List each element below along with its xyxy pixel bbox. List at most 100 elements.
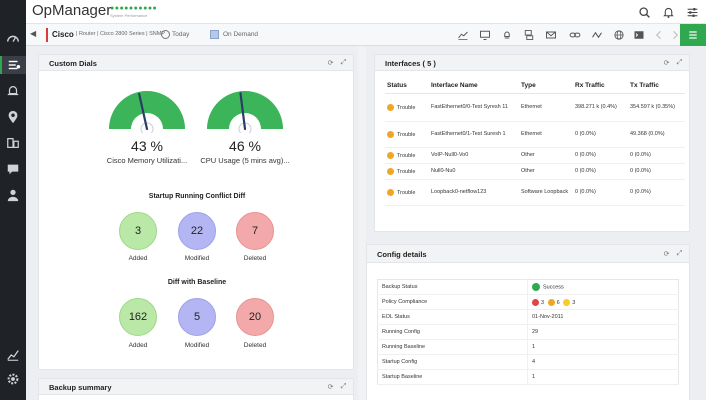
column-header[interactable]: Status (385, 79, 429, 94)
device-status-marker (46, 28, 48, 42)
interfaces-header: Interfaces ( 5 ) ⟳ ⤢ (375, 55, 689, 71)
table-row[interactable]: Trouble FastEthernet0/1-Test Suresh 1 Et… (385, 121, 685, 148)
next-device-icon[interactable] (668, 28, 682, 42)
backup-summary-header: Backup summary ⟳ ⤢ (39, 379, 353, 395)
map-pin-icon[interactable] (4, 108, 22, 126)
expand-icon[interactable]: ⤢ (340, 382, 347, 390)
network-icon[interactable] (522, 28, 536, 42)
table-header-row: Status Interface Name Type Rx Traffic Tx… (385, 79, 685, 94)
baseline-added-count[interactable]: 162 (119, 298, 157, 336)
medium-violation-icon (547, 298, 555, 306)
email-icon[interactable] (544, 28, 558, 42)
prev-device-icon[interactable] (652, 28, 666, 42)
memory-gauge-value: 43 % (131, 138, 163, 154)
monitor-icon[interactable] (478, 28, 492, 42)
config-key: Running Config (377, 324, 528, 340)
table-row[interactable]: Trouble Null0-Nu0 Other 0 (0.0%) 0 (0.0%… (385, 163, 685, 180)
low-violation-icon (563, 298, 571, 306)
user-icon[interactable] (4, 186, 22, 204)
terminal-icon[interactable] (632, 28, 646, 42)
table-row: Backup Status Success (377, 279, 679, 295)
link-icon[interactable] (568, 28, 582, 42)
status-cell: Trouble (385, 147, 429, 164)
vertical-scrollbar[interactable] (358, 46, 366, 400)
conflict-deleted-count[interactable]: 7 (236, 212, 274, 250)
expand-icon[interactable]: ⤢ (340, 58, 347, 66)
config-value: 01-Nov-2011 (527, 309, 679, 325)
config-value[interactable]: 29 (527, 324, 679, 340)
refresh-icon[interactable]: ⟳ (663, 250, 670, 258)
interface-name-cell[interactable]: VoIP-Null0-Vo0 (429, 147, 519, 164)
column-header[interactable]: Interface Name (429, 79, 519, 94)
refresh-icon[interactable]: ⟳ (663, 59, 670, 67)
cpu-gauge-label: CPU Usage (5 mins avg)... (200, 156, 290, 165)
table-row[interactable]: Trouble FastEthernet0/0-Test Syresh 11 E… (385, 93, 685, 122)
trouble-status-icon (387, 103, 394, 111)
type-cell: Software Loopback (519, 179, 573, 206)
high-violation-count: 3 (541, 299, 545, 306)
expand-icon[interactable]: ⤢ (676, 249, 683, 257)
chat-icon[interactable] (4, 160, 22, 178)
conflict-added-label: Added (128, 255, 148, 262)
alarms-icon[interactable] (4, 82, 22, 100)
search-icon[interactable] (636, 4, 652, 20)
config-value[interactable]: 1 (527, 369, 679, 385)
menu-button[interactable] (680, 24, 706, 46)
inventory-icon[interactable] (0, 56, 26, 74)
trouble-status-icon (387, 130, 394, 138)
column-header[interactable]: Rx Traffic (573, 79, 628, 94)
column-header[interactable]: Tx Traffic (628, 79, 685, 94)
backup-status-key: Backup Status (377, 279, 528, 295)
alarm-bulb-icon[interactable] (500, 28, 514, 42)
interface-name-cell[interactable]: FastEthernet0/1-Test Suresh 1 (429, 121, 519, 148)
on-demand-toggle-icon[interactable] (210, 30, 219, 39)
trouble-status-icon (387, 188, 394, 196)
back-arrow-icon[interactable]: ◀ (30, 29, 37, 38)
column-header[interactable]: Type (519, 79, 573, 94)
clock-icon (161, 30, 170, 39)
table-row[interactable]: Trouble Loopback0-netflow123 Software Lo… (385, 179, 685, 206)
menu-icon (689, 31, 697, 39)
globe-icon[interactable] (612, 28, 626, 42)
tx-traffic-cell: 49.368 (0.0%) (628, 121, 685, 148)
config-value[interactable]: 4 (527, 354, 679, 370)
apps-icon[interactable] (4, 134, 22, 152)
conflict-diff-title: Startup Running Conflict Diff (148, 193, 246, 200)
table-row[interactable]: Trouble VoIP-Null0-Vo0 Other 0 (0.0%) 0 … (385, 147, 685, 164)
rx-traffic-cell: 0 (0.0%) (573, 121, 628, 148)
refresh-icon[interactable]: ⟳ (327, 383, 334, 391)
interface-name-cell[interactable]: Null0-Nu0 (429, 163, 519, 180)
table-row: Running Config 29 (377, 324, 679, 340)
conflict-added-count[interactable]: 3 (119, 212, 157, 250)
policy-compliance-value[interactable]: 3 6 3 (527, 294, 679, 310)
rx-traffic-cell: 0 (0.0%) (573, 147, 628, 164)
baseline-deleted-count[interactable]: 20 (236, 298, 274, 336)
notification-bell-icon[interactable] (660, 4, 676, 20)
graph-icon[interactable] (456, 28, 470, 42)
refresh-icon[interactable]: ⟳ (327, 59, 334, 67)
interface-name-cell[interactable]: FastEthernet0/0-Test Syresh 11 (429, 93, 519, 122)
dashboard-icon[interactable] (4, 30, 22, 48)
preferences-sliders-icon[interactable] (684, 4, 700, 20)
policy-compliance-key: Policy Compliance (377, 294, 528, 310)
status-text: Trouble (397, 152, 416, 159)
period-selector[interactable]: Today (172, 31, 190, 38)
config-value[interactable]: 1 (527, 339, 679, 355)
conflict-modified-label: Modified (184, 255, 210, 262)
status-text: Trouble (397, 104, 416, 111)
config-details-header: Config details ⟳ ⤢ (367, 245, 689, 263)
reports-chart-icon[interactable] (4, 346, 22, 364)
table-row: EOL Status 01-Nov-2011 (377, 309, 679, 325)
tx-traffic-cell: 0 (0.0%) (628, 163, 685, 180)
trouble-status-icon (387, 167, 394, 175)
interface-name-cell[interactable]: Loopback0-netflow123 (429, 179, 519, 206)
status-text: Trouble (397, 168, 416, 175)
type-cell: Other (519, 163, 573, 180)
custom-dials-title: Custom Dials (49, 59, 97, 68)
on-demand-label[interactable]: On Demand (223, 31, 259, 38)
settings-gear-icon[interactable] (4, 370, 22, 388)
baseline-modified-count[interactable]: 5 (178, 298, 216, 336)
workflow-icon[interactable] (590, 28, 604, 42)
conflict-modified-count[interactable]: 22 (178, 212, 216, 250)
expand-icon[interactable]: ⤢ (676, 58, 683, 66)
